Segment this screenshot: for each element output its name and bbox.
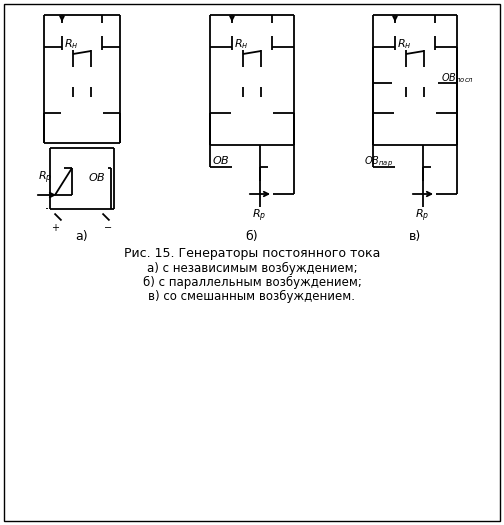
Circle shape bbox=[58, 110, 64, 116]
Text: $R_н$: $R_н$ bbox=[397, 37, 411, 51]
Circle shape bbox=[66, 97, 98, 129]
Circle shape bbox=[100, 110, 105, 116]
Circle shape bbox=[270, 13, 275, 17]
Bar bbox=[231, 108, 236, 118]
Circle shape bbox=[433, 192, 438, 196]
Text: $OВ_{пар}$: $OВ_{пар}$ bbox=[364, 154, 393, 169]
Circle shape bbox=[236, 97, 268, 129]
Text: $R_р$: $R_р$ bbox=[415, 207, 429, 224]
Text: б) с параллельным возбуждением;: б) с параллельным возбуждением; bbox=[143, 276, 361, 289]
Text: а) с независимым возбуждением;: а) с независимым возбуждением; bbox=[147, 262, 357, 275]
Bar bbox=[98, 108, 103, 118]
Bar bbox=[399, 69, 404, 85]
Bar bbox=[61, 108, 66, 118]
Circle shape bbox=[228, 110, 233, 116]
Text: $R_н$: $R_н$ bbox=[234, 37, 248, 51]
Circle shape bbox=[370, 110, 375, 116]
Circle shape bbox=[99, 13, 104, 17]
Text: $R_р$: $R_р$ bbox=[38, 170, 52, 186]
Text: в): в) bbox=[409, 230, 421, 243]
Text: Рис. 15. Генераторы постоянного тока: Рис. 15. Генераторы постоянного тока bbox=[124, 247, 380, 260]
Text: в) со смешанным возбуждением.: в) со смешанным возбуждением. bbox=[149, 290, 355, 303]
Text: $OВ$: $OВ$ bbox=[88, 171, 106, 183]
Text: $OВ$: $OВ$ bbox=[212, 154, 230, 166]
Bar bbox=[431, 108, 436, 118]
Text: $OВ_{посл}$: $OВ_{посл}$ bbox=[441, 71, 474, 85]
Bar bbox=[397, 67, 406, 87]
Text: +: + bbox=[51, 223, 59, 233]
Text: б): б) bbox=[245, 230, 259, 243]
Circle shape bbox=[291, 110, 296, 116]
Circle shape bbox=[455, 110, 460, 116]
Bar bbox=[394, 108, 399, 118]
Circle shape bbox=[271, 192, 276, 196]
Bar bbox=[395, 23, 435, 36]
Bar bbox=[91, 67, 100, 87]
Bar bbox=[62, 23, 102, 36]
Bar bbox=[414, 181, 432, 207]
Bar bbox=[236, 69, 241, 85]
Text: $R_н$: $R_н$ bbox=[64, 37, 79, 51]
Bar bbox=[93, 69, 98, 85]
Bar bbox=[66, 69, 71, 85]
Text: −: − bbox=[104, 223, 112, 233]
Circle shape bbox=[432, 13, 437, 17]
Circle shape bbox=[271, 110, 276, 116]
Bar bbox=[234, 67, 243, 87]
Text: $R_р$: $R_р$ bbox=[252, 207, 266, 224]
Bar bbox=[424, 67, 433, 87]
Circle shape bbox=[392, 110, 397, 116]
Circle shape bbox=[433, 110, 438, 116]
Bar bbox=[64, 67, 73, 87]
Text: а): а) bbox=[76, 230, 88, 243]
Circle shape bbox=[208, 110, 213, 116]
Bar bbox=[392, 73, 438, 91]
Bar bbox=[251, 181, 269, 207]
Bar bbox=[232, 23, 272, 36]
Bar bbox=[261, 67, 270, 87]
Bar bbox=[426, 69, 431, 85]
Bar bbox=[268, 108, 273, 118]
Circle shape bbox=[399, 97, 431, 129]
Bar bbox=[39, 182, 55, 208]
Bar bbox=[263, 69, 268, 85]
